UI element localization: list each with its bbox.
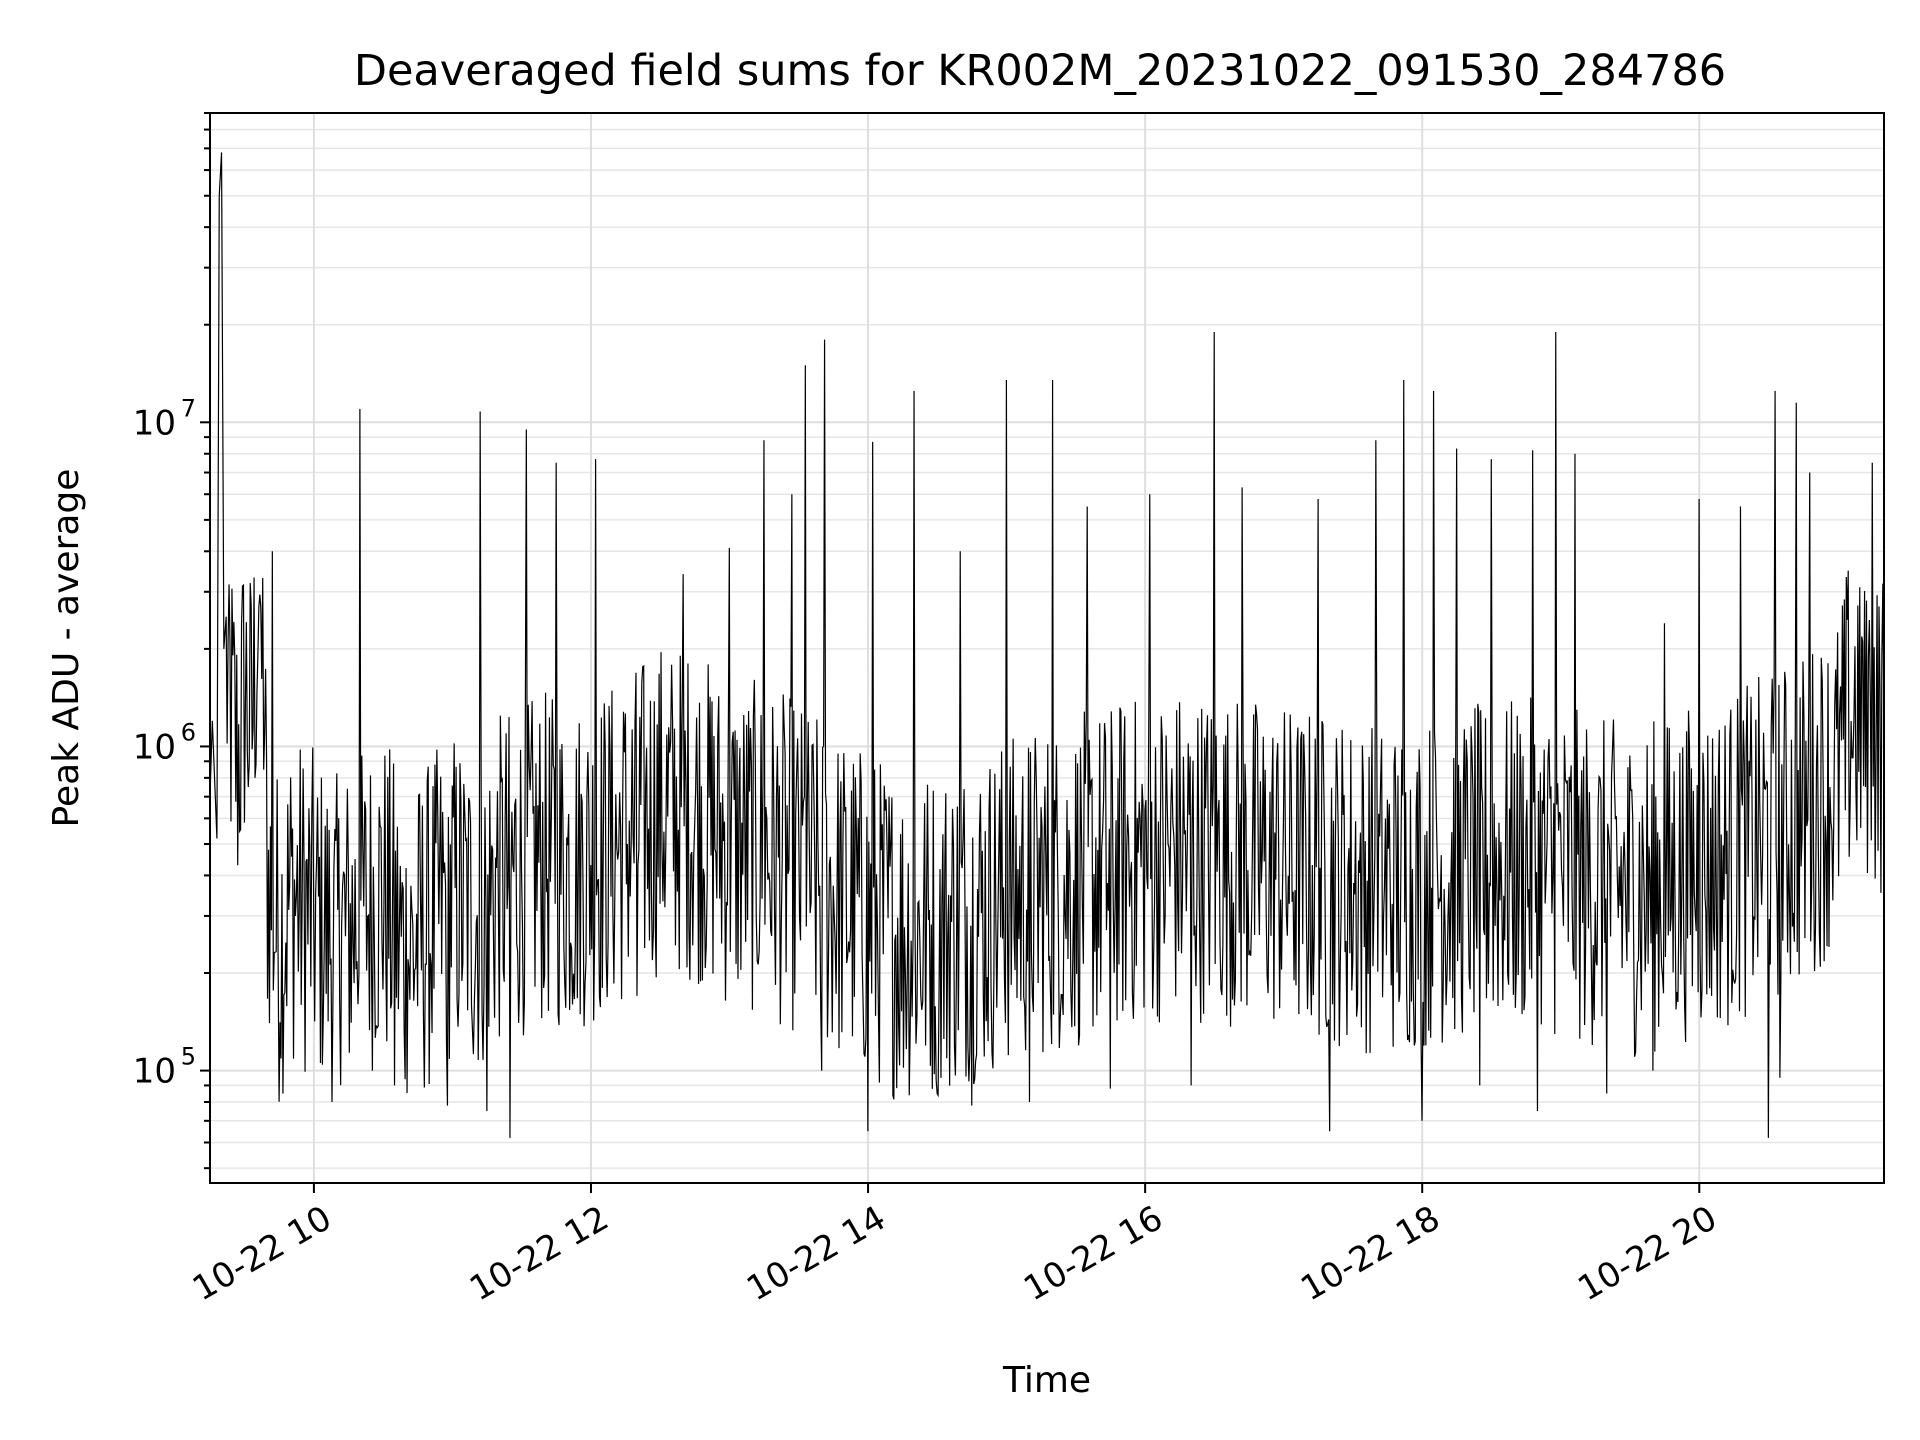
y-tick-label: 10 [133,727,176,767]
y-tick-label: 10 [133,403,176,443]
y-tick-label: 10 [133,1052,176,1092]
x-axis-label: Time [1002,1360,1091,1401]
y-tick-exponent: 6 [181,718,196,746]
y-axis-label: Peak ADU - average [46,469,87,828]
y-tick-base: 10 [133,1052,176,1092]
y-tick-base: 10 [133,727,176,767]
y-tick-exponent: 5 [181,1043,196,1071]
y-tick-base: 10 [133,403,176,443]
chart-title: Deaveraged field sums for KR002M_2023102… [354,46,1726,96]
series-layer [209,152,1885,1138]
y-tick-exponent: 7 [181,394,196,422]
series-line [209,152,1885,1138]
